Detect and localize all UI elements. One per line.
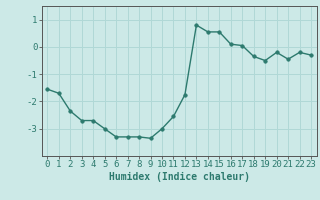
X-axis label: Humidex (Indice chaleur): Humidex (Indice chaleur) xyxy=(109,172,250,182)
